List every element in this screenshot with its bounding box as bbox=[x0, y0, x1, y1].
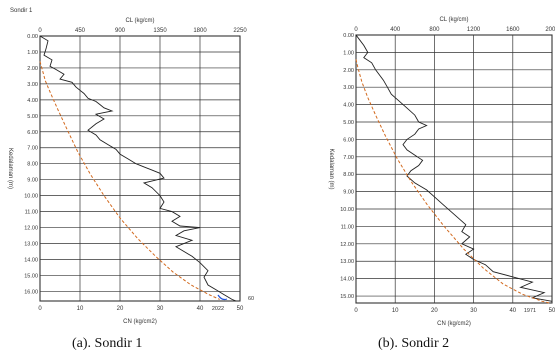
series-line-cn bbox=[39, 35, 237, 302]
depth-tick-label: 12.00 bbox=[24, 226, 38, 232]
depth-tick-label: 2.00 bbox=[343, 68, 354, 74]
cl-end-label: 1971 bbox=[524, 308, 536, 314]
depth-tick-label: 6.00 bbox=[27, 130, 38, 136]
top-tick-label: 1200 bbox=[467, 27, 481, 33]
top-axis-title: CL (kg/cm) bbox=[125, 18, 154, 24]
depth-tick-label: 7.00 bbox=[343, 155, 354, 161]
bottom-tick-label: 50 bbox=[237, 306, 244, 312]
depth-tick-label: 5.00 bbox=[27, 114, 38, 120]
top-tick-label: 1600 bbox=[506, 27, 520, 33]
depth-tick-label: 0.00 bbox=[343, 33, 354, 39]
bottom-axis-title: CN (kg/cm2) bbox=[437, 321, 471, 327]
depth-tick-label: 3.00 bbox=[343, 85, 354, 91]
series-line-cn bbox=[355, 34, 553, 302]
depth-tick-label: 1.00 bbox=[27, 50, 38, 56]
caption-sondir-2: (b). Sondir 2 bbox=[378, 336, 450, 351]
depth-tick-label: 14.00 bbox=[24, 257, 38, 263]
bottom-tick-label: 30 bbox=[470, 308, 477, 314]
depth-tick-label: 4.00 bbox=[27, 98, 38, 104]
depth-tick-label: 10.00 bbox=[24, 194, 38, 200]
top-axis-title: CL (kg/cm) bbox=[439, 17, 468, 23]
top-tick-label: 900 bbox=[115, 28, 126, 34]
depth-tick-label: 11.00 bbox=[341, 224, 354, 230]
depth-tick-label: 15.00 bbox=[340, 294, 354, 300]
top-tick-label: 400 bbox=[390, 27, 401, 33]
depth-tick-label: 1.00 bbox=[343, 50, 354, 56]
depth-tick-label: 14.00 bbox=[340, 277, 354, 283]
depth-tick-label: 8.00 bbox=[27, 162, 38, 168]
series-line-cl bbox=[355, 59, 550, 304]
bottom-tick-label: 20 bbox=[431, 308, 438, 314]
depth-tick-label: 5.00 bbox=[343, 120, 354, 126]
plot-frame bbox=[355, 34, 553, 304]
depth-tick-label: 13.00 bbox=[340, 259, 354, 265]
top-tick-label: 0 bbox=[38, 28, 42, 34]
chart-sondir-1: 0 10 20 30 40 50 0 450 900 1350 1800 2250 0.00 1.00 2.… bbox=[7, 8, 254, 325]
top-tick-label: 800 bbox=[429, 27, 440, 33]
depth-tick-label: 8.00 bbox=[343, 172, 354, 178]
depth-tick-label: 11.00 bbox=[25, 210, 38, 216]
depth-tick-label: 9.00 bbox=[343, 190, 354, 196]
cl-end-label: 2022 bbox=[212, 306, 224, 312]
bottom-tick-label: 0 bbox=[38, 306, 42, 312]
depth-tick-label: 6.00 bbox=[343, 137, 354, 143]
bottom-axis-title: CN (kg/cm2) bbox=[123, 319, 157, 325]
top-tick-label: 450 bbox=[75, 28, 86, 34]
bottom-tick-label: 40 bbox=[509, 308, 516, 314]
bottom-tick-label: 0 bbox=[354, 308, 358, 314]
depth-tick-label: 10.00 bbox=[340, 207, 354, 213]
depth-tick-label: 12.00 bbox=[340, 242, 354, 248]
depth-tick-label: 16.00 bbox=[24, 289, 38, 295]
top-tick-label: 2250 bbox=[233, 28, 247, 34]
top-tick-label: 1350 bbox=[153, 28, 167, 34]
plot-frame bbox=[39, 35, 241, 302]
bottom-tick-label: 30 bbox=[157, 306, 164, 312]
bottom-tick-label: 10 bbox=[392, 308, 399, 314]
bottom-tick-label: 10 bbox=[77, 306, 84, 312]
top-tick-label: 0 bbox=[354, 27, 358, 33]
depth-tick-label: 15.00 bbox=[24, 273, 38, 279]
top-tick-label: 1800 bbox=[193, 28, 207, 34]
end-marker bbox=[217, 294, 228, 301]
bottom-tick-label: 20 bbox=[117, 306, 124, 312]
y-axis-title: Kedalaman (m) bbox=[328, 148, 334, 189]
depth-tick-label: 7.00 bbox=[27, 146, 38, 152]
caption-sondir-1: (a). Sondir 1 bbox=[72, 336, 143, 351]
bottom-tick-label: 40 bbox=[197, 306, 204, 312]
depth-tick-label: 0.00 bbox=[27, 34, 38, 40]
y-axis-title: Kedalaman (m) bbox=[7, 148, 13, 189]
chart-title: Sondir 1 bbox=[10, 8, 33, 14]
depth-tick-label: 4.00 bbox=[343, 103, 354, 109]
depth-tick-label: 3.00 bbox=[27, 82, 38, 88]
depth-tick-label: 2.00 bbox=[27, 66, 38, 72]
depth-tick-label: 13.00 bbox=[24, 242, 38, 248]
series-line-cl bbox=[39, 61, 220, 300]
bottom-tick-label: 50 bbox=[549, 308, 555, 314]
depth-tick-label: 9.00 bbox=[27, 178, 38, 184]
cn-end-label: 60 bbox=[248, 296, 254, 302]
